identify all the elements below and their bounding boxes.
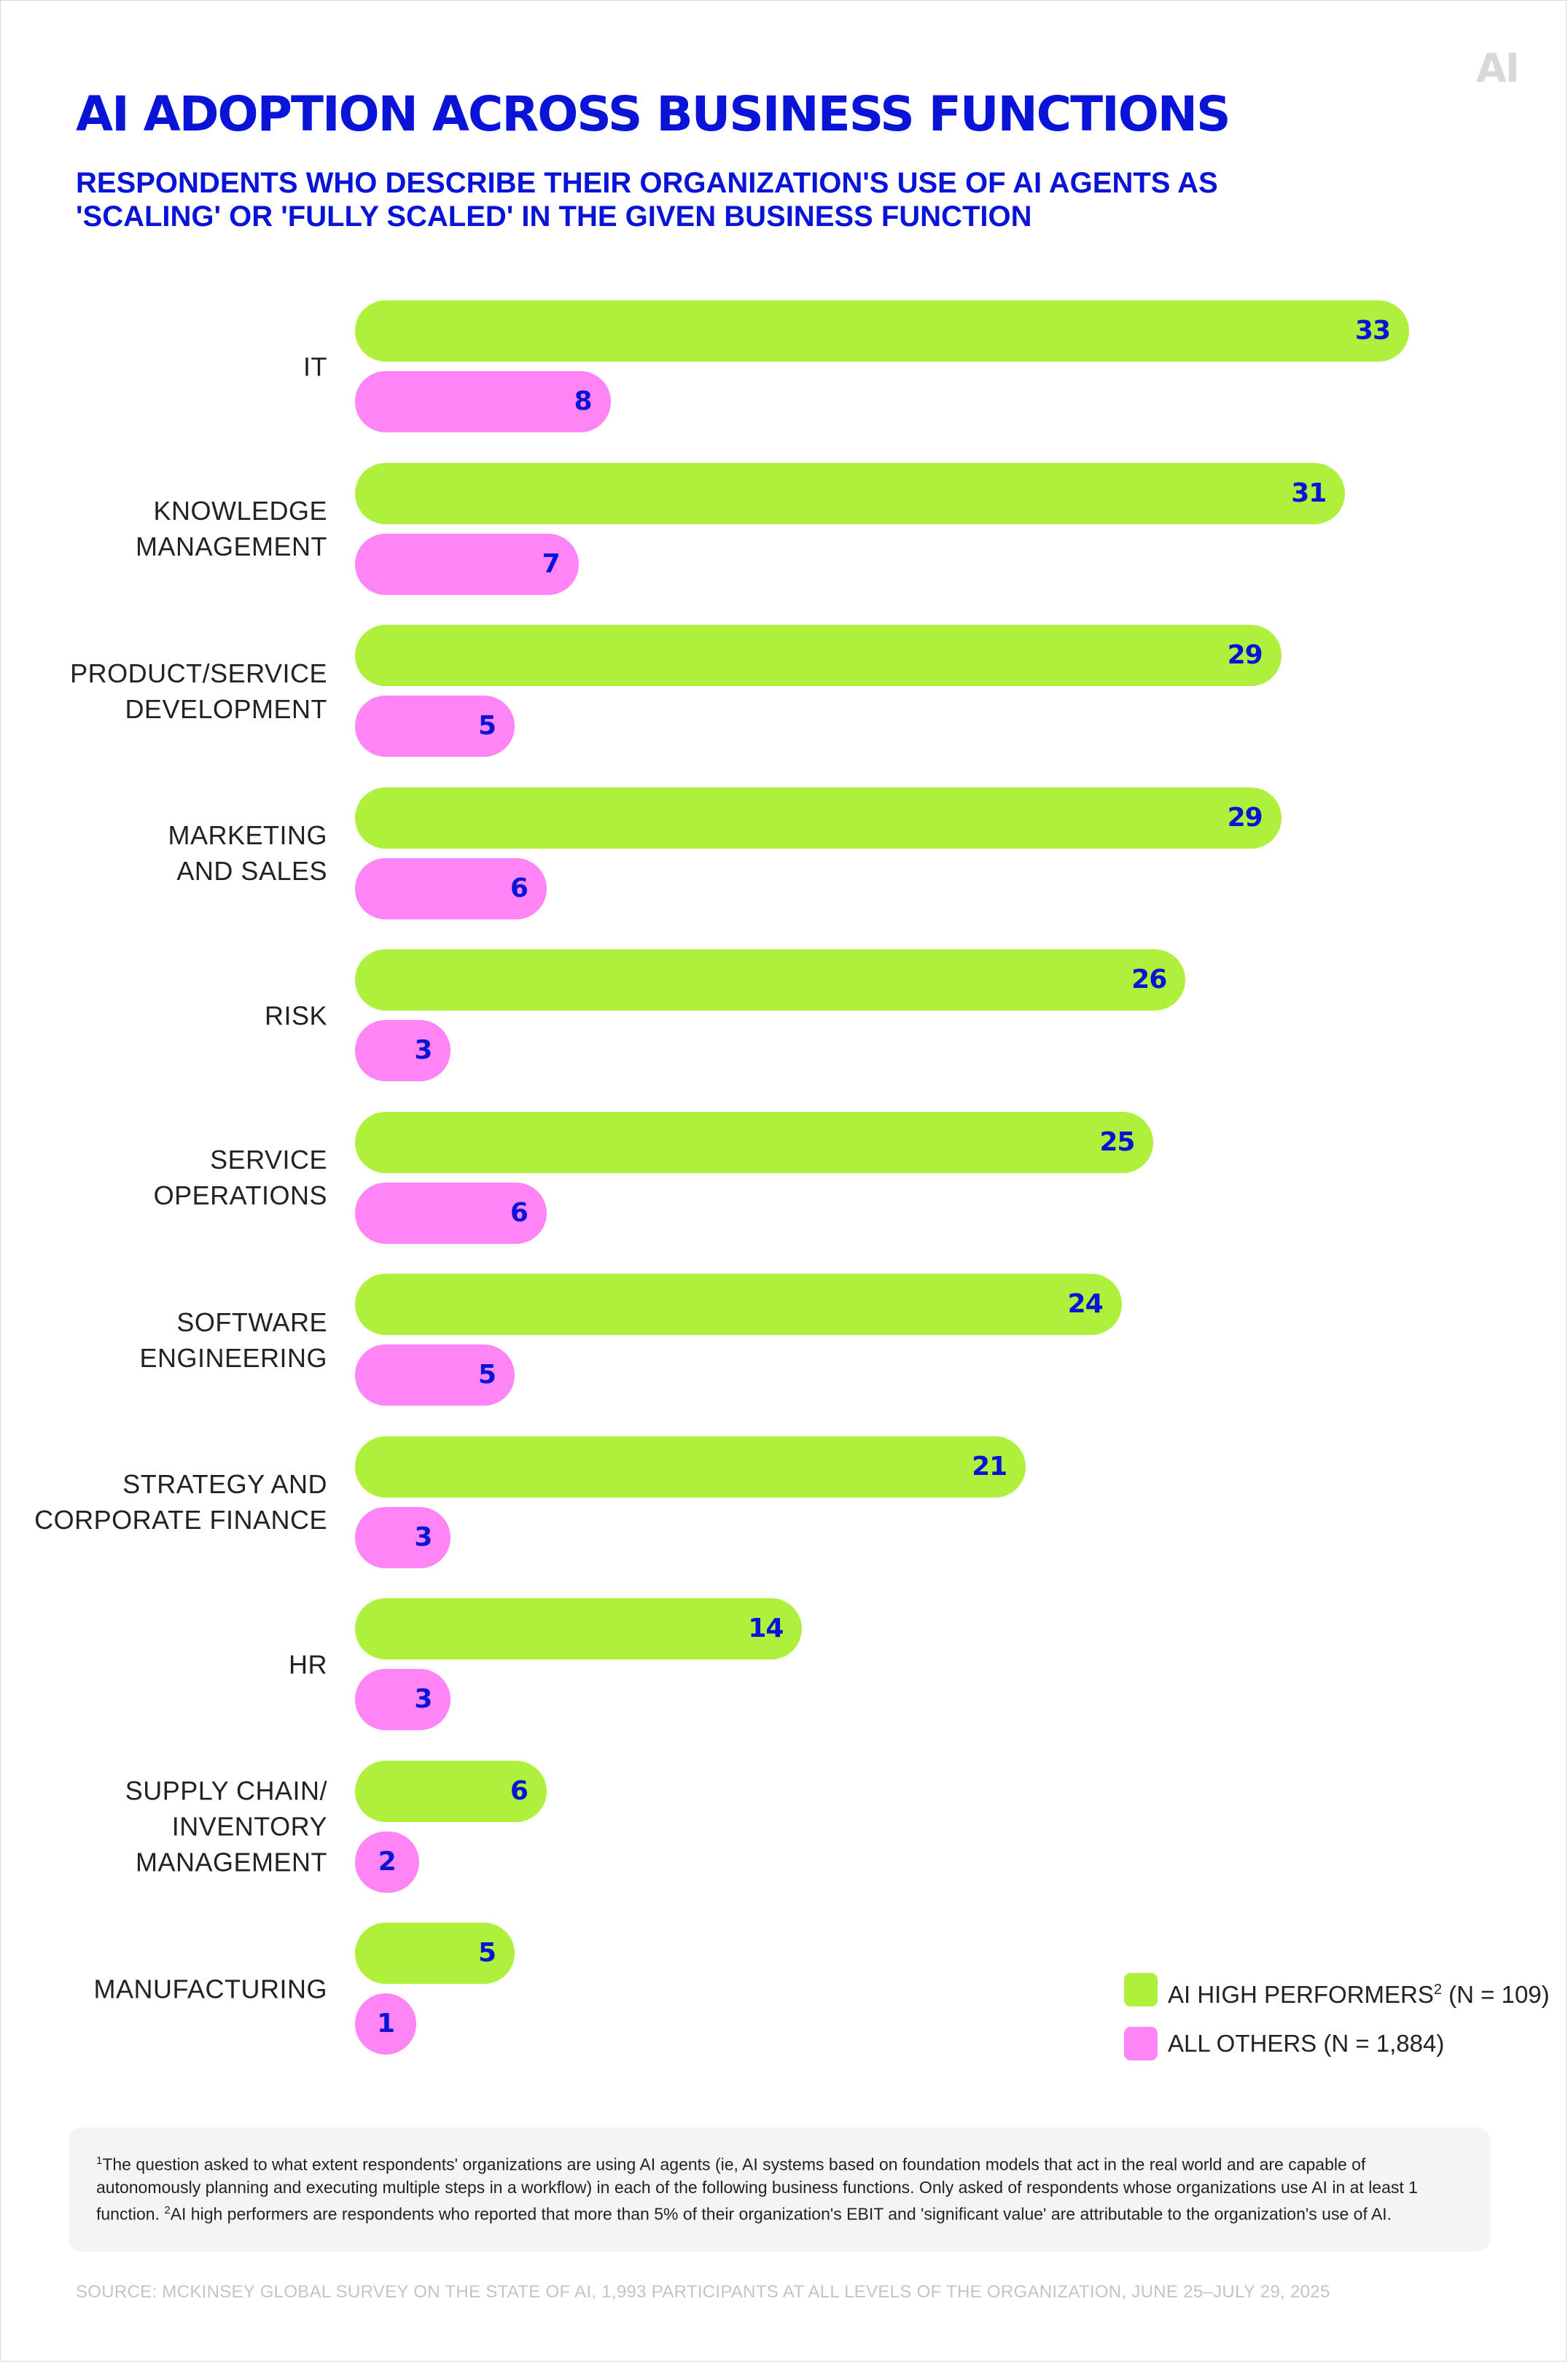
bar-other-it: 8 bbox=[355, 371, 611, 432]
bar-high-strategy-and-corporate-finance: 21 bbox=[355, 1436, 1026, 1498]
bar-high-hr: 14 bbox=[355, 1598, 803, 1659]
bar-value-label: 7 bbox=[542, 548, 561, 579]
bar-value-label: 5 bbox=[478, 1360, 496, 1390]
bar-value-label: 3 bbox=[414, 1684, 432, 1714]
category-label-strategy-and-corporate-finance: STRATEGY AND CORPORATE FINANCE bbox=[34, 1466, 327, 1538]
category-label-line: PRODUCT/SERVICE bbox=[70, 658, 327, 688]
bar-value-label: 25 bbox=[1099, 1126, 1135, 1157]
category-label-line: MARKETING bbox=[168, 820, 327, 850]
category-label-line: INVENTORY bbox=[171, 1811, 327, 1842]
category-label-line: SERVICE bbox=[210, 1145, 327, 1175]
legend-swatch-all-others bbox=[1124, 2027, 1158, 2060]
bar-high-marketing-and-sales: 29 bbox=[355, 787, 1282, 849]
category-label-line: CORPORATE FINANCE bbox=[34, 1505, 327, 1535]
bar-high-risk: 26 bbox=[355, 949, 1186, 1011]
bar-other-service-operations: 6 bbox=[355, 1182, 547, 1244]
bar-value-label: 1 bbox=[376, 2009, 395, 2039]
bar-value-label: 24 bbox=[1067, 1289, 1104, 1319]
bar-value-label: 29 bbox=[1227, 802, 1263, 833]
category-label-line: STRATEGY AND bbox=[122, 1469, 327, 1499]
category-label-line: MANAGEMENT bbox=[135, 1847, 327, 1877]
category-label-line: SOFTWARE bbox=[176, 1307, 327, 1337]
category-label-software-engineering: SOFTWARE ENGINEERING bbox=[139, 1304, 327, 1376]
category-label-risk: RISK bbox=[265, 997, 327, 1033]
bar-value-label: 21 bbox=[972, 1451, 1007, 1482]
category-label-line: OPERATIONS bbox=[153, 1180, 327, 1210]
category-label-hr: HR bbox=[289, 1646, 327, 1682]
category-label-line: KNOWLEDGE bbox=[153, 496, 327, 526]
bar-other-knowledge-management: 7 bbox=[355, 533, 579, 595]
bar-value-label: 31 bbox=[1291, 478, 1327, 508]
bar-other-supply-chain-inventory-management: 2 bbox=[355, 1831, 419, 1893]
chart-title: AI ADOPTION ACROSS BUSINESS FUNCTIONS bbox=[76, 86, 1231, 142]
category-label-line: HR bbox=[289, 1649, 327, 1679]
footnote-box: 1The question asked to what extent respo… bbox=[69, 2128, 1490, 2251]
bar-value-label: 33 bbox=[1354, 316, 1391, 346]
bar-value-label: 3 bbox=[414, 1035, 432, 1065]
bar-value-label: 6 bbox=[510, 873, 528, 903]
category-label-line: SUPPLY CHAIN/ bbox=[125, 1775, 327, 1806]
footnote-text: 1The question asked to what extent respo… bbox=[96, 2154, 1418, 2224]
bar-value-label: 6 bbox=[510, 1197, 528, 1228]
bar-value-label: 2 bbox=[378, 1846, 397, 1877]
bar-high-knowledge-management: 31 bbox=[355, 462, 1346, 524]
bar-high-service-operations: 25 bbox=[355, 1111, 1154, 1173]
bar-other-risk: 3 bbox=[355, 1020, 451, 1081]
category-label-product-service-development: PRODUCT/SERVICE DEVELOPMENT bbox=[70, 655, 327, 727]
category-label-marketing-and-sales: MARKETING AND SALES bbox=[168, 817, 327, 889]
legend-label-all-others: ALL OTHERS (N = 1,884) bbox=[1168, 2030, 1445, 2057]
bar-other-hr: 3 bbox=[355, 1669, 451, 1730]
category-label-line: DEVELOPMENT bbox=[125, 693, 327, 724]
category-label-supply-chain-inventory-management: SUPPLY CHAIN/INVENTORY MANAGEMENT bbox=[125, 1773, 327, 1880]
bar-value-label: 6 bbox=[510, 1775, 528, 1806]
category-label-service-operations: SERVICE OPERATIONS bbox=[154, 1142, 327, 1213]
category-label-it: IT bbox=[303, 349, 327, 384]
legend-label-high-performers: AI HIGH PERFORMERS2 (N = 109) bbox=[1168, 1981, 1550, 2008]
bar-high-manufacturing: 5 bbox=[355, 1923, 515, 1984]
bar-high-it: 33 bbox=[355, 300, 1409, 362]
category-label-line: AND SALES bbox=[176, 856, 327, 886]
bar-value-label: 26 bbox=[1131, 965, 1167, 994]
bar-other-marketing-and-sales: 6 bbox=[355, 857, 547, 919]
bar-high-supply-chain-inventory-management: 6 bbox=[355, 1760, 547, 1822]
category-label-manufacturing: MANUFACTURING bbox=[94, 1971, 328, 2006]
chart-subtitle: RESPONDENTS WHO DESCRIBE THEIR ORGANIZAT… bbox=[76, 167, 1218, 233]
category-label-line: ENGINEERING bbox=[139, 1342, 327, 1373]
bar-other-manufacturing: 1 bbox=[355, 1993, 416, 2055]
bar-value-label: 8 bbox=[574, 386, 592, 416]
bar-other-software-engineering: 5 bbox=[355, 1344, 515, 1406]
bar-value-label: 5 bbox=[478, 711, 496, 741]
bar-high-product-service-development: 29 bbox=[355, 625, 1282, 686]
bar-value-label: 14 bbox=[748, 1613, 784, 1643]
category-label-knowledge-management: KNOWLEDGE MANAGEMENT bbox=[136, 493, 327, 564]
bar-value-label: 5 bbox=[478, 1938, 496, 1968]
bar-value-label: 29 bbox=[1227, 640, 1263, 670]
legend-swatch-high-performers bbox=[1124, 1973, 1158, 2006]
bar-value-label: 3 bbox=[414, 1522, 432, 1552]
bar-other-strategy-and-corporate-finance: 3 bbox=[355, 1506, 451, 1568]
bar-other-product-service-development: 5 bbox=[355, 696, 515, 757]
bar-high-software-engineering: 24 bbox=[355, 1274, 1122, 1335]
category-label-line: MANUFACTURING bbox=[93, 1974, 327, 2004]
category-label-line: MANAGEMENT bbox=[135, 532, 327, 561]
category-label-line: IT bbox=[303, 351, 327, 381]
brand-logo: AI bbox=[1476, 45, 1520, 91]
category-label-line: RISK bbox=[264, 1000, 327, 1030]
source-note: SOURCE: MCKINSEY GLOBAL SURVEY ON THE ST… bbox=[76, 2282, 1330, 2302]
